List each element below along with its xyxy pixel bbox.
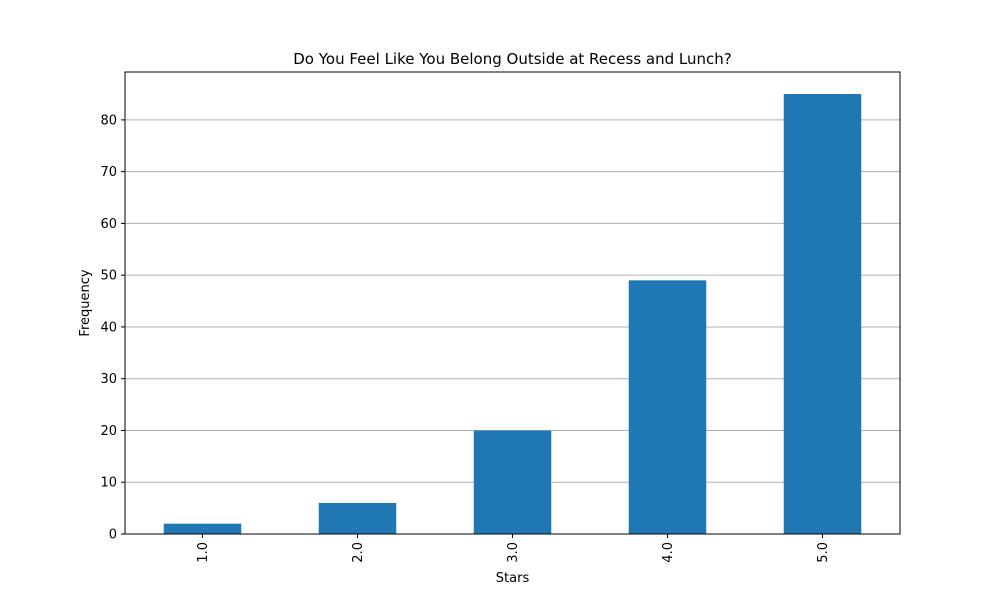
- y-tick-label: 0: [109, 528, 117, 543]
- y-tick-label: 60: [100, 217, 117, 232]
- bar: [628, 280, 707, 534]
- bar: [318, 502, 397, 534]
- bar: [783, 94, 862, 534]
- x-tick-label: 5.0: [816, 542, 831, 563]
- x-tick-label: 3.0: [506, 542, 521, 563]
- y-tick-label: 40: [100, 320, 117, 335]
- bar: [163, 523, 242, 534]
- bars: [163, 94, 862, 534]
- y-tick-label: 30: [100, 372, 117, 387]
- bar: [473, 430, 552, 534]
- y-axis-label: Frequency: [78, 269, 93, 336]
- x-tick-label: 2.0: [351, 542, 366, 563]
- y-tick-label: 50: [100, 269, 117, 284]
- y-tick-label: 70: [100, 165, 117, 180]
- chart-title: Do You Feel Like You Belong Outside at R…: [293, 50, 731, 68]
- y-tick-label: 80: [100, 113, 117, 128]
- y-tick-label: 20: [100, 424, 117, 439]
- x-tick-label: 1.0: [196, 542, 211, 563]
- x-tick-label: 4.0: [661, 542, 676, 563]
- x-axis-label: Stars: [496, 571, 530, 586]
- y-tick-label: 10: [100, 476, 117, 491]
- y-axis-ticks: 0 10 20 30 40 50 60 70 80: [100, 113, 125, 543]
- x-axis-ticks: 1.0 2.0 3.0 4.0 5.0: [196, 534, 831, 563]
